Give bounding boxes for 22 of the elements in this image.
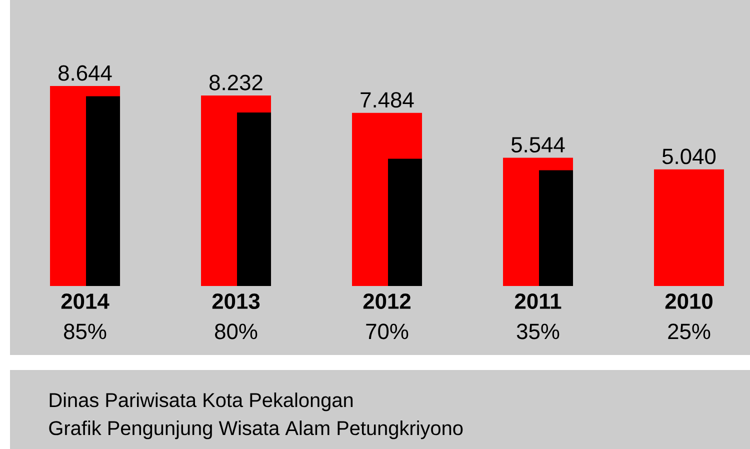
bar xyxy=(86,96,120,286)
data-label: 8.644 xyxy=(58,65,112,81)
bar xyxy=(388,158,422,286)
x-tick-label: 2011 xyxy=(515,293,562,310)
data-label: 5.040 xyxy=(662,148,716,164)
x-tick-label: 2012 xyxy=(363,293,410,310)
text: 35% xyxy=(516,324,560,340)
data-label: 8.232 xyxy=(210,74,262,90)
x-tick-label: 2013 xyxy=(212,293,260,310)
bar xyxy=(654,169,724,286)
text: 25% xyxy=(668,324,710,340)
text: Dinas Pariwisata Kota Pekalongan xyxy=(50,392,353,412)
bar xyxy=(237,112,272,286)
text: 80% xyxy=(215,324,258,340)
bar xyxy=(539,170,574,286)
text: 70% xyxy=(366,324,408,340)
x-tick-label: 2010 xyxy=(665,293,712,310)
data-label: 7.484 xyxy=(360,92,414,108)
text: 85% xyxy=(64,324,106,340)
text: Grafik Pengunjung Wisata Alam Petungkriyono xyxy=(49,420,463,440)
x-tick-label: 2014 xyxy=(61,293,110,310)
data-label: 5.544 xyxy=(511,137,565,153)
